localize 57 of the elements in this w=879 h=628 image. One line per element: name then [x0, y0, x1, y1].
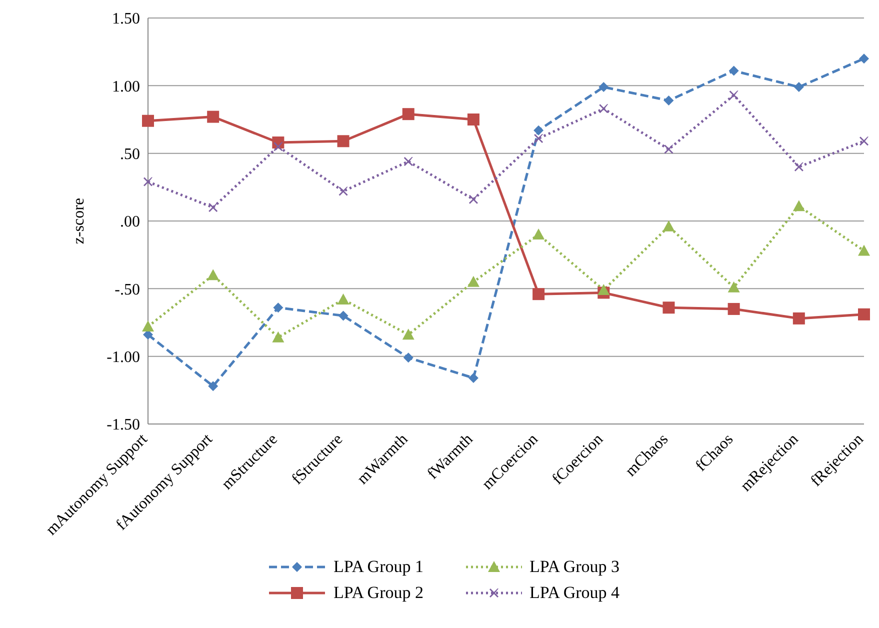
point: [532, 228, 545, 240]
point: [728, 66, 739, 76]
point: [662, 220, 675, 232]
point: [468, 194, 478, 204]
point: [860, 136, 868, 146]
point: [664, 144, 674, 154]
point: [534, 134, 544, 143]
point: [728, 281, 740, 292]
y-axis-title: z-score: [70, 198, 88, 244]
point: [338, 186, 348, 196]
point: [207, 269, 220, 280]
y-tick-label: -1.50: [106, 416, 140, 434]
point: [598, 284, 610, 296]
legend-label: LPA Group 3: [530, 557, 620, 577]
point: [142, 114, 154, 127]
y-tick-label: 1.00: [112, 78, 140, 96]
point: [794, 82, 804, 92]
point: [338, 310, 348, 321]
point: [598, 82, 609, 92]
point: [207, 110, 220, 123]
point: [208, 381, 218, 392]
point: [662, 302, 675, 314]
point: [664, 96, 674, 106]
point: [402, 328, 414, 340]
point: [534, 125, 544, 136]
point: [337, 135, 350, 148]
y-tick-label: -1.00: [106, 349, 140, 366]
point: [729, 90, 738, 100]
point: [532, 288, 545, 300]
point: [274, 142, 283, 152]
point: [403, 352, 414, 363]
point: [792, 312, 805, 324]
point: [794, 162, 804, 172]
point: [728, 302, 740, 315]
point: [142, 320, 154, 332]
point: [858, 308, 870, 320]
point: [144, 177, 152, 186]
point: [273, 302, 284, 313]
point: [402, 108, 414, 120]
y-tick-label: -.50: [114, 281, 140, 298]
point: [599, 104, 608, 114]
point: [337, 293, 350, 304]
point: [272, 331, 284, 342]
point: [792, 200, 805, 212]
legend-label: LPA Group 2: [333, 583, 424, 603]
point: [467, 276, 480, 287]
y-tick-label: 1.50: [112, 10, 140, 28]
point: [858, 244, 870, 256]
point: [404, 156, 413, 166]
point: [467, 114, 480, 126]
legend-label: LPA Group 4: [530, 583, 620, 603]
legend-label: LPA Group 1: [333, 557, 424, 577]
y-tick-label: .00: [120, 214, 140, 231]
point: [468, 372, 478, 383]
point: [208, 202, 218, 212]
y-tick-label: .50: [120, 146, 140, 164]
point: [859, 54, 869, 64]
